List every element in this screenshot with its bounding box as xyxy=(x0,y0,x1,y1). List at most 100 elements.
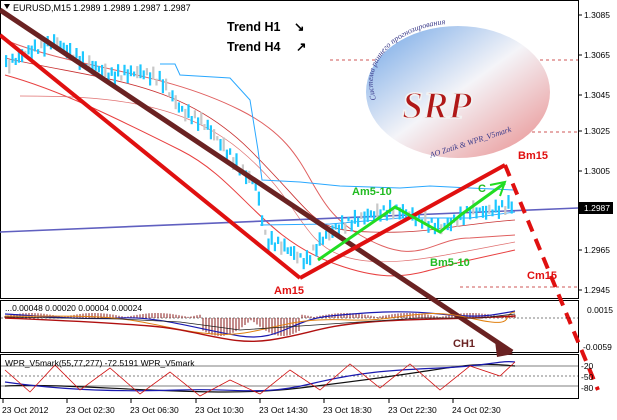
price-bar xyxy=(17,49,20,63)
price-tick-label: 1.3045 xyxy=(584,90,610,100)
red-line-am15-left xyxy=(0,33,302,280)
price-bar xyxy=(101,64,104,78)
price-bar xyxy=(190,116,193,125)
price-bar xyxy=(133,71,136,77)
price-bar xyxy=(219,139,222,151)
label-am15: Am15 xyxy=(274,285,304,297)
price-tick-label: 1.3005 xyxy=(584,166,610,176)
price-bar xyxy=(344,222,347,234)
price-bar xyxy=(171,90,174,102)
price-bar xyxy=(398,207,401,220)
price-bar xyxy=(145,68,148,76)
macd-tick-top: 0.0015 xyxy=(587,305,613,315)
price-bar xyxy=(155,78,158,86)
time-axis[interactable]: 23 Oct 2012 23 Oct 02:30 23 Oct 06:30 23 Oc… xyxy=(2,399,501,415)
price-bar xyxy=(139,64,142,79)
price-bar xyxy=(69,43,72,56)
trend-h4-label: Trend H4 xyxy=(227,40,281,54)
price-bar xyxy=(158,70,161,81)
price-bar xyxy=(56,37,59,51)
price-bar xyxy=(325,230,328,239)
price-bar xyxy=(81,51,84,63)
price-bar xyxy=(446,217,449,231)
price-bar xyxy=(389,199,392,214)
price-bar xyxy=(213,129,216,141)
price-bar xyxy=(203,124,206,130)
price-bar xyxy=(347,216,350,222)
price-bar xyxy=(14,57,17,65)
macd-values-label: ...0.00048 0.00020 0.00004 0.00024 xyxy=(5,303,142,313)
purple-trendline xyxy=(0,207,579,233)
price-bar xyxy=(177,102,180,113)
price-bar xyxy=(184,108,187,122)
price-bar xyxy=(30,45,33,60)
price-bar xyxy=(478,207,481,212)
price-bar xyxy=(312,244,315,251)
price-bar xyxy=(120,75,123,81)
price-bar xyxy=(104,63,107,77)
price-bar xyxy=(321,236,324,245)
price-bar xyxy=(165,78,168,91)
wpr-tick-20: -20 xyxy=(581,361,594,371)
price-bar xyxy=(270,231,273,245)
price-bar xyxy=(497,205,500,219)
price-bar xyxy=(113,71,116,86)
price-bar xyxy=(366,208,369,222)
time-label: 23 Oct 06:30 xyxy=(130,405,179,415)
label-c: C xyxy=(478,183,486,195)
price-bar xyxy=(107,72,110,81)
wpr-panel-frame[interactable] xyxy=(0,354,579,399)
trend-h1-label: Trend H1 xyxy=(227,20,281,34)
label-cm15: Cm15 xyxy=(527,270,557,282)
price-bar xyxy=(197,117,200,131)
price-bar xyxy=(75,48,78,58)
chart-header: EURUSD,M15 1.2989 1.2989 1.2987 1.2987 xyxy=(4,3,191,13)
price-bar xyxy=(126,69,129,84)
price-bar xyxy=(264,229,267,235)
price-bar xyxy=(437,217,440,232)
price-bar xyxy=(357,217,360,227)
price-bar xyxy=(485,205,488,220)
price-bar xyxy=(382,205,385,211)
price-bar xyxy=(504,206,507,215)
price-bar xyxy=(235,153,238,167)
price-bar xyxy=(510,201,513,214)
price-bar xyxy=(209,125,212,140)
price-bar xyxy=(129,65,132,77)
label-am5-10: Am5-10 xyxy=(352,186,392,198)
price-bar xyxy=(280,241,283,255)
channel-line-ch1 xyxy=(0,7,514,355)
price-bar xyxy=(261,215,264,226)
price-bar xyxy=(161,79,164,94)
price-bar xyxy=(273,242,276,252)
price-bar xyxy=(97,65,100,73)
price-bar xyxy=(289,246,292,256)
price-bar xyxy=(369,210,372,218)
price-bar xyxy=(222,137,225,152)
price-bar xyxy=(37,49,40,54)
price-bar xyxy=(286,247,289,254)
price-bar xyxy=(27,45,30,55)
price-bar xyxy=(254,180,257,191)
macd-tick-bottom: -0.0059 xyxy=(583,342,612,352)
price-bar xyxy=(328,227,331,241)
price-bar xyxy=(33,39,36,52)
price-bar xyxy=(267,238,270,251)
price-bar xyxy=(174,95,177,110)
price-bar xyxy=(421,219,424,229)
green-zigzag xyxy=(317,181,506,262)
price-bar xyxy=(88,55,91,67)
current-price-label: 1.2987 xyxy=(584,203,610,213)
label-bm15: Bm15 xyxy=(518,150,548,162)
wpr-values-label: WPR_V5mark(55,77,277) -72.5191 WPR_V5mar… xyxy=(5,358,195,368)
wpr-tick-80: -80 xyxy=(581,383,594,393)
price-bar xyxy=(142,70,145,80)
trend-h1-arrow-icon: ↘ xyxy=(294,20,304,34)
price-axis[interactable]: 1.3085 1.3065 1.3045 1.3025 1.3005 1.2965 1.29… xyxy=(578,10,613,295)
price-bar xyxy=(216,136,219,141)
price-bar xyxy=(363,211,366,225)
price-bar xyxy=(341,215,344,230)
price-bar xyxy=(456,218,459,227)
price-bar xyxy=(43,42,46,57)
